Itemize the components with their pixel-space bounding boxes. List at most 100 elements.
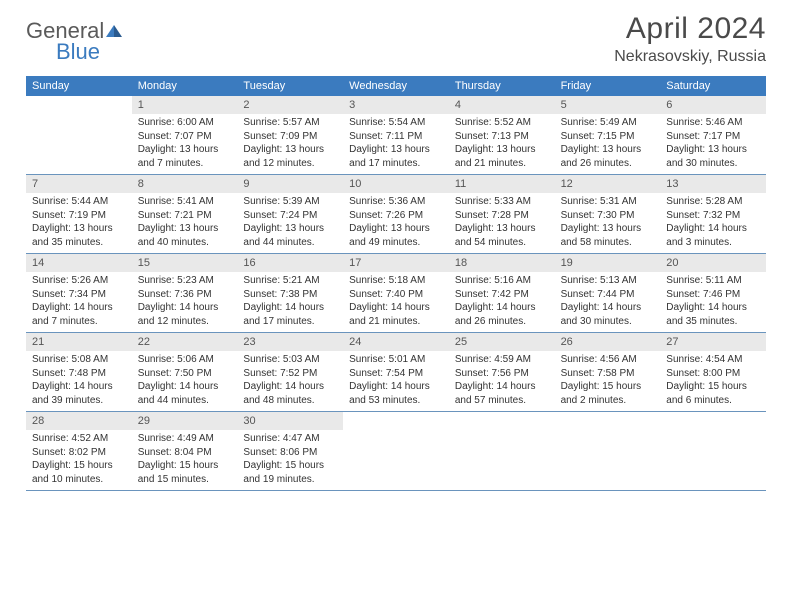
day-header-friday: Friday: [555, 76, 661, 96]
day-number: 23: [237, 333, 343, 351]
sunset-line: Sunset: 7:52 PM: [243, 367, 337, 381]
day-headers-row: SundayMondayTuesdayWednesdayThursdayFrid…: [26, 76, 766, 96]
sunset-line: Sunset: 7:15 PM: [561, 130, 655, 144]
calendar-cell: 20Sunrise: 5:11 AMSunset: 7:46 PMDayligh…: [660, 254, 766, 332]
cell-body: Sunrise: 5:41 AMSunset: 7:21 PMDaylight:…: [132, 193, 238, 253]
sunrise-line: Sunrise: 4:49 AM: [138, 432, 232, 446]
logo-text-blue: Blue: [56, 39, 124, 65]
sunset-line: Sunset: 7:50 PM: [138, 367, 232, 381]
day-header-sunday: Sunday: [26, 76, 132, 96]
day-number: [449, 412, 555, 430]
calendar-cell: 22Sunrise: 5:06 AMSunset: 7:50 PMDayligh…: [132, 333, 238, 411]
sunset-line: Sunset: 8:04 PM: [138, 446, 232, 460]
daylight-line: Daylight: 13 hours and 7 minutes.: [138, 143, 232, 170]
day-header-wednesday: Wednesday: [343, 76, 449, 96]
day-number: 11: [449, 175, 555, 193]
daylight-line: Daylight: 14 hours and 17 minutes.: [243, 301, 337, 328]
sunset-line: Sunset: 7:46 PM: [666, 288, 760, 302]
sunset-line: Sunset: 8:02 PM: [32, 446, 126, 460]
cell-body: Sunrise: 4:54 AMSunset: 8:00 PMDaylight:…: [660, 351, 766, 411]
day-header-thursday: Thursday: [449, 76, 555, 96]
calendar-cell: 29Sunrise: 4:49 AMSunset: 8:04 PMDayligh…: [132, 412, 238, 490]
calendar-cell: 27Sunrise: 4:54 AMSunset: 8:00 PMDayligh…: [660, 333, 766, 411]
header: General Blue April 2024 Nekrasovskiy, Ru…: [0, 0, 792, 70]
sunrise-line: Sunrise: 5:46 AM: [666, 116, 760, 130]
cell-body: Sunrise: 5:11 AMSunset: 7:46 PMDaylight:…: [660, 272, 766, 332]
cell-body: Sunrise: 5:21 AMSunset: 7:38 PMDaylight:…: [237, 272, 343, 332]
sunset-line: Sunset: 7:38 PM: [243, 288, 337, 302]
day-number: 17: [343, 254, 449, 272]
daylight-line: Daylight: 13 hours and 40 minutes.: [138, 222, 232, 249]
sunrise-line: Sunrise: 5:06 AM: [138, 353, 232, 367]
calendar-cell: 16Sunrise: 5:21 AMSunset: 7:38 PMDayligh…: [237, 254, 343, 332]
sunset-line: Sunset: 7:26 PM: [349, 209, 443, 223]
daylight-line: Daylight: 14 hours and 44 minutes.: [138, 380, 232, 407]
calendar-cell: 26Sunrise: 4:56 AMSunset: 7:58 PMDayligh…: [555, 333, 661, 411]
cell-body: Sunrise: 4:56 AMSunset: 7:58 PMDaylight:…: [555, 351, 661, 411]
day-number: 12: [555, 175, 661, 193]
sunrise-line: Sunrise: 4:47 AM: [243, 432, 337, 446]
calendar-cell: 24Sunrise: 5:01 AMSunset: 7:54 PMDayligh…: [343, 333, 449, 411]
sunset-line: Sunset: 7:30 PM: [561, 209, 655, 223]
sunset-line: Sunset: 8:06 PM: [243, 446, 337, 460]
calendar-cell: 21Sunrise: 5:08 AMSunset: 7:48 PMDayligh…: [26, 333, 132, 411]
calendar-cell-blank: [660, 412, 766, 490]
cell-body: Sunrise: 5:54 AMSunset: 7:11 PMDaylight:…: [343, 114, 449, 174]
day-number: 7: [26, 175, 132, 193]
cell-body: Sunrise: 5:23 AMSunset: 7:36 PMDaylight:…: [132, 272, 238, 332]
calendar-cell: 12Sunrise: 5:31 AMSunset: 7:30 PMDayligh…: [555, 175, 661, 253]
sunset-line: Sunset: 7:42 PM: [455, 288, 549, 302]
page-title: April 2024: [614, 12, 766, 46]
location-label: Nekrasovskiy, Russia: [614, 48, 766, 66]
logo-triangle-icon: [104, 21, 124, 41]
calendar-cell: 28Sunrise: 4:52 AMSunset: 8:02 PMDayligh…: [26, 412, 132, 490]
calendar-cell: 14Sunrise: 5:26 AMSunset: 7:34 PMDayligh…: [26, 254, 132, 332]
day-number: [660, 412, 766, 430]
calendar-cell: 7Sunrise: 5:44 AMSunset: 7:19 PMDaylight…: [26, 175, 132, 253]
calendar-cell: 3Sunrise: 5:54 AMSunset: 7:11 PMDaylight…: [343, 96, 449, 174]
calendar-cell: 23Sunrise: 5:03 AMSunset: 7:52 PMDayligh…: [237, 333, 343, 411]
day-number: 20: [660, 254, 766, 272]
cell-body: Sunrise: 5:28 AMSunset: 7:32 PMDaylight:…: [660, 193, 766, 253]
sunset-line: Sunset: 7:48 PM: [32, 367, 126, 381]
calendar-cell: 5Sunrise: 5:49 AMSunset: 7:15 PMDaylight…: [555, 96, 661, 174]
sunset-line: Sunset: 7:07 PM: [138, 130, 232, 144]
day-header-monday: Monday: [132, 76, 238, 96]
sunset-line: Sunset: 7:34 PM: [32, 288, 126, 302]
logo: General Blue: [26, 12, 124, 65]
calendar-cell-blank: [449, 412, 555, 490]
cell-body: Sunrise: 5:52 AMSunset: 7:13 PMDaylight:…: [449, 114, 555, 174]
cell-body: Sunrise: 4:49 AMSunset: 8:04 PMDaylight:…: [132, 430, 238, 490]
sunset-line: Sunset: 7:21 PM: [138, 209, 232, 223]
daylight-line: Daylight: 14 hours and 3 minutes.: [666, 222, 760, 249]
day-number: [26, 96, 132, 114]
sunset-line: Sunset: 7:13 PM: [455, 130, 549, 144]
cell-body: Sunrise: 5:06 AMSunset: 7:50 PMDaylight:…: [132, 351, 238, 411]
cell-body: Sunrise: 5:49 AMSunset: 7:15 PMDaylight:…: [555, 114, 661, 174]
day-number: 30: [237, 412, 343, 430]
cell-body: Sunrise: 5:46 AMSunset: 7:17 PMDaylight:…: [660, 114, 766, 174]
sunrise-line: Sunrise: 5:11 AM: [666, 274, 760, 288]
sunrise-line: Sunrise: 5:23 AM: [138, 274, 232, 288]
sunrise-line: Sunrise: 5:52 AM: [455, 116, 549, 130]
sunset-line: Sunset: 7:44 PM: [561, 288, 655, 302]
calendar-cell: 13Sunrise: 5:28 AMSunset: 7:32 PMDayligh…: [660, 175, 766, 253]
sunrise-line: Sunrise: 5:44 AM: [32, 195, 126, 209]
daylight-line: Daylight: 14 hours and 39 minutes.: [32, 380, 126, 407]
week-row: 14Sunrise: 5:26 AMSunset: 7:34 PMDayligh…: [26, 254, 766, 333]
daylight-line: Daylight: 14 hours and 53 minutes.: [349, 380, 443, 407]
sunset-line: Sunset: 7:40 PM: [349, 288, 443, 302]
calendar-cell: 18Sunrise: 5:16 AMSunset: 7:42 PMDayligh…: [449, 254, 555, 332]
cell-body: Sunrise: 4:52 AMSunset: 8:02 PMDaylight:…: [26, 430, 132, 490]
day-number: 22: [132, 333, 238, 351]
cell-body: Sunrise: 5:57 AMSunset: 7:09 PMDaylight:…: [237, 114, 343, 174]
sunrise-line: Sunrise: 5:26 AM: [32, 274, 126, 288]
sunrise-line: Sunrise: 5:41 AM: [138, 195, 232, 209]
sunrise-line: Sunrise: 5:18 AM: [349, 274, 443, 288]
sunset-line: Sunset: 7:24 PM: [243, 209, 337, 223]
day-number: 9: [237, 175, 343, 193]
day-number: 24: [343, 333, 449, 351]
sunset-line: Sunset: 7:17 PM: [666, 130, 760, 144]
week-row: 1Sunrise: 6:00 AMSunset: 7:07 PMDaylight…: [26, 96, 766, 175]
sunrise-line: Sunrise: 5:39 AM: [243, 195, 337, 209]
